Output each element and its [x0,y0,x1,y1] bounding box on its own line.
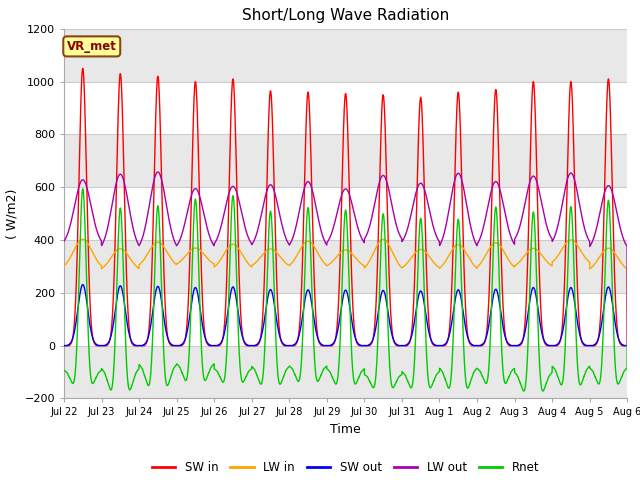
Bar [64,240,627,293]
Legend: SW in, LW in, SW out, LW out, Rnet: SW in, LW in, SW out, LW out, Rnet [147,456,544,479]
X-axis label: Time: Time [330,423,361,436]
Bar [64,82,627,134]
Bar [64,293,627,346]
Y-axis label: ( W/m2): ( W/m2) [6,189,19,239]
Text: VR_met: VR_met [67,40,116,53]
Bar [64,29,627,82]
Title: Short/Long Wave Radiation: Short/Long Wave Radiation [242,9,449,24]
Bar [64,187,627,240]
Bar [64,346,627,398]
Bar [64,134,627,187]
